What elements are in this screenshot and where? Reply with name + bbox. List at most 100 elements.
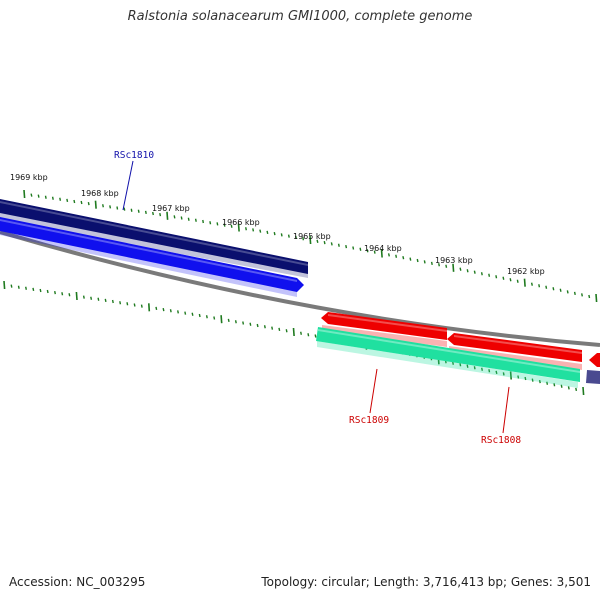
scale-tick <box>23 189 26 199</box>
scale-labels: 1969 kbp 1968 kbp 1967 kbp 1966 kbp 1965… <box>10 173 545 276</box>
scale-tick <box>302 237 305 241</box>
scale-tick <box>509 371 512 380</box>
scale-tick <box>588 294 591 299</box>
lower-tick-row <box>3 280 585 396</box>
scale-tick <box>187 217 190 221</box>
scale-tick <box>227 318 230 323</box>
scale-tick <box>359 247 362 251</box>
scale-tick <box>130 208 133 212</box>
scale-tick <box>59 197 62 201</box>
scale-tick <box>423 260 426 264</box>
scale-tick <box>97 297 100 301</box>
scale-tick <box>307 333 310 337</box>
gene-feature-red-3[interactable] <box>589 353 600 367</box>
scale-tick <box>452 263 455 272</box>
scale-tick <box>314 334 317 338</box>
scale-tick <box>242 321 245 325</box>
scale-tick <box>337 243 340 247</box>
scale-tick <box>582 386 585 396</box>
scale-tick <box>104 298 107 303</box>
scale-tick <box>481 367 483 371</box>
scale-tick <box>230 224 233 228</box>
scale-tick <box>495 275 498 279</box>
scale-tick <box>416 258 419 263</box>
scale-tick <box>438 263 440 267</box>
scale-tick <box>273 231 276 236</box>
gene-feature-red-1[interactable] <box>321 312 447 347</box>
scale-tick <box>395 254 398 258</box>
scale-tick <box>180 216 183 220</box>
scale-tick <box>538 284 541 288</box>
gene-label-RSc1808[interactable]: RSc1808 <box>481 435 521 446</box>
scale-tick <box>237 223 240 232</box>
scale-tick <box>473 270 476 274</box>
scale-tick <box>402 256 405 260</box>
scale-tick <box>209 221 212 225</box>
scale-tick <box>213 316 216 320</box>
gene-feature-RSc1810[interactable] <box>0 217 304 297</box>
scale-tick <box>280 233 283 237</box>
scale-tick <box>546 381 549 385</box>
scale-tick <box>194 218 197 222</box>
gene-feature-RSc1809[interactable] <box>316 327 580 388</box>
scale-tick <box>545 285 548 289</box>
scale-tick <box>366 249 369 253</box>
scale-tick <box>373 250 376 254</box>
scale-tick <box>560 384 563 388</box>
scale-tick <box>54 290 56 295</box>
scale-tick <box>126 302 129 306</box>
scale-tick <box>538 379 541 384</box>
scale-tick <box>567 386 570 390</box>
scale-tick <box>524 376 527 381</box>
scale-label: 1962 kbp <box>507 267 545 276</box>
scale-tick <box>488 273 491 277</box>
scale-tick <box>202 219 204 224</box>
scale-tick <box>61 292 64 296</box>
scale-tick <box>271 326 274 330</box>
scale-tick <box>553 383 556 387</box>
scale-tick <box>285 329 288 333</box>
scale-label: 1965 kbp <box>293 232 331 241</box>
gene-label-leader-RSc1809 <box>369 368 378 414</box>
gene-feature-navy[interactable] <box>0 199 308 278</box>
scale-tick <box>502 372 505 376</box>
scale-tick <box>566 290 569 294</box>
scale-tick <box>198 313 201 318</box>
scale-tick <box>80 200 83 205</box>
scale-tick <box>144 210 147 215</box>
scale-tick <box>595 293 598 303</box>
scale-tick <box>216 222 219 226</box>
scale-tick <box>173 215 176 219</box>
scale-tick <box>155 306 158 311</box>
scale-label: 1966 kbp <box>222 218 260 227</box>
scale-tick <box>162 307 165 312</box>
genome-info-text: Topology: circular; Length: 3,716,413 bp… <box>261 575 591 589</box>
scale-tick <box>295 235 297 240</box>
scale-tick <box>466 364 469 368</box>
scale-tick <box>495 370 498 375</box>
scale-tick <box>530 282 533 286</box>
scale-tick <box>245 227 247 231</box>
scale-label: 1968 kbp <box>81 189 119 198</box>
scale-tick <box>177 310 179 314</box>
scale-tick <box>300 331 302 335</box>
scale-tick <box>94 200 97 209</box>
scale-tick <box>119 301 122 305</box>
scale-tick <box>287 234 290 238</box>
scale-tick <box>430 261 433 266</box>
scale-tick <box>140 304 143 308</box>
gene-feature-slate[interactable] <box>586 370 600 384</box>
scale-tick <box>249 322 252 326</box>
scale-tick <box>205 315 208 319</box>
scale-tick <box>573 291 576 296</box>
scale-tick <box>266 230 269 235</box>
scale-tick <box>559 288 562 292</box>
scale-tick <box>75 291 78 301</box>
scale-tick <box>44 195 47 199</box>
scale-tick <box>148 303 151 312</box>
upper-tick-row <box>23 189 598 303</box>
genome-backbone <box>0 230 600 347</box>
gene-label-RSc1810[interactable]: RSc1810 <box>114 150 154 161</box>
gene-label-RSc1809[interactable]: RSc1809 <box>349 415 389 426</box>
scale-tick <box>552 287 555 291</box>
